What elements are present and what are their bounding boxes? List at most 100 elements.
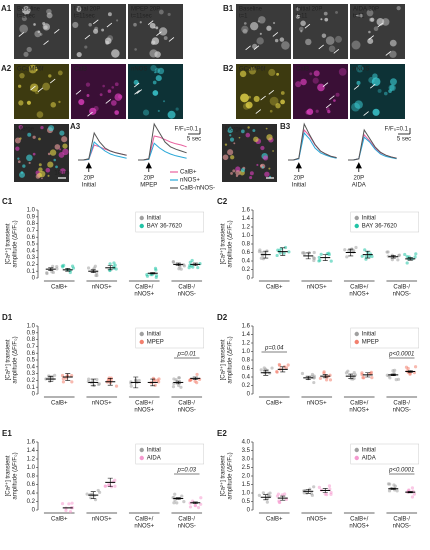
dot [386, 250, 390, 254]
error-bar [90, 378, 96, 387]
dot [277, 500, 281, 504]
dot [45, 271, 49, 276]
dot [187, 266, 191, 270]
y-tick-label: 4.0 [242, 440, 251, 446]
cell [76, 51, 82, 58]
dot [318, 376, 323, 381]
image-caption: t=11 [296, 14, 308, 20]
cell [252, 129, 256, 133]
x-tick-label: CalB-/ [178, 517, 195, 523]
dot [182, 500, 186, 504]
dot [284, 366, 288, 370]
dot [393, 368, 397, 372]
error-bar [365, 372, 371, 378]
x-tick-label: CalB+ [266, 285, 283, 291]
error-bar [348, 373, 354, 379]
cell [233, 142, 236, 145]
arrow [106, 22, 113, 28]
cell [313, 70, 320, 77]
cell [150, 65, 157, 72]
y-tick-label: 0.7 [27, 344, 36, 350]
dot [268, 491, 272, 495]
cell [389, 50, 397, 58]
cell [383, 91, 388, 96]
trace [78, 135, 187, 161]
cell [279, 37, 285, 42]
dot [91, 379, 95, 383]
panel-label: A2 [1, 64, 12, 73]
dot [114, 384, 119, 388]
scale-label: F/F₀=0.1 [175, 127, 199, 133]
error-bar [65, 373, 71, 381]
dot [327, 251, 331, 255]
dot [53, 373, 57, 377]
dot [145, 273, 149, 277]
cell [269, 175, 272, 178]
y-tick-label: 2.5 [242, 465, 251, 471]
dot [153, 266, 158, 271]
cell [157, 67, 165, 75]
y-tick-label: 3.0 [242, 457, 251, 463]
dot [103, 484, 107, 488]
cell [151, 37, 160, 45]
legend-label: BAY 36-7620 [147, 224, 183, 230]
cell [390, 78, 397, 86]
cell [295, 81, 302, 88]
dot [137, 378, 141, 383]
cell [388, 84, 395, 91]
y-tick-label: 0.1 [27, 269, 36, 275]
cell [46, 12, 53, 19]
x-tick-label: nNOS+ [307, 285, 327, 291]
cell [259, 32, 262, 35]
cell [356, 64, 364, 73]
p-value: p=0.04 [264, 346, 284, 352]
legend-label: Initial [362, 448, 376, 454]
cell [47, 174, 50, 177]
y-axis-label: [Ca²⁺] transient [5, 339, 12, 380]
y-axis-label: amplitude (ΔF/F₀) [228, 452, 234, 499]
image [350, 4, 405, 59]
y-tick-label: 0.2 [27, 499, 36, 505]
dot [196, 506, 201, 510]
stimulus-label: AIDA [352, 183, 366, 189]
cell [55, 165, 58, 169]
cell [38, 167, 43, 172]
cell [261, 166, 265, 169]
arrow [87, 111, 93, 117]
cell [241, 129, 245, 134]
dot [300, 371, 305, 376]
cell [53, 158, 57, 162]
y-axis-label: [Ca²⁺] transient [220, 339, 227, 380]
dot [261, 491, 265, 495]
dot [385, 373, 389, 377]
cell [373, 26, 379, 32]
y-tick-label: 0.9 [27, 330, 36, 336]
x-tick-label: CalB-/ [393, 285, 410, 291]
y-tick-label: 0 [32, 392, 36, 398]
y-tick-label: 1.2 [242, 225, 251, 231]
cell [253, 136, 259, 143]
image-caption: t=1sec [17, 14, 35, 20]
y-tick-label: 1.4 [242, 332, 251, 338]
y-tick-label: 1.2 [27, 457, 36, 463]
cell [94, 26, 99, 31]
cell [154, 71, 157, 74]
dot [113, 484, 117, 488]
cell [242, 103, 250, 110]
arrow [156, 31, 162, 37]
error-bar [305, 488, 311, 494]
cell [356, 80, 361, 85]
cell [298, 26, 304, 32]
y-axis-label: amplitude (ΔF/F₀) [13, 336, 19, 383]
cell [305, 38, 312, 46]
cell [253, 95, 260, 102]
scale-label: 10μm [54, 171, 69, 177]
cell [107, 89, 112, 93]
cell [28, 161, 31, 165]
image-caption: Merge [17, 127, 35, 133]
p-value: p<0.0001 [388, 468, 414, 474]
error-bar [175, 380, 181, 385]
cell [317, 83, 325, 92]
image [293, 64, 348, 119]
cell [34, 89, 40, 95]
